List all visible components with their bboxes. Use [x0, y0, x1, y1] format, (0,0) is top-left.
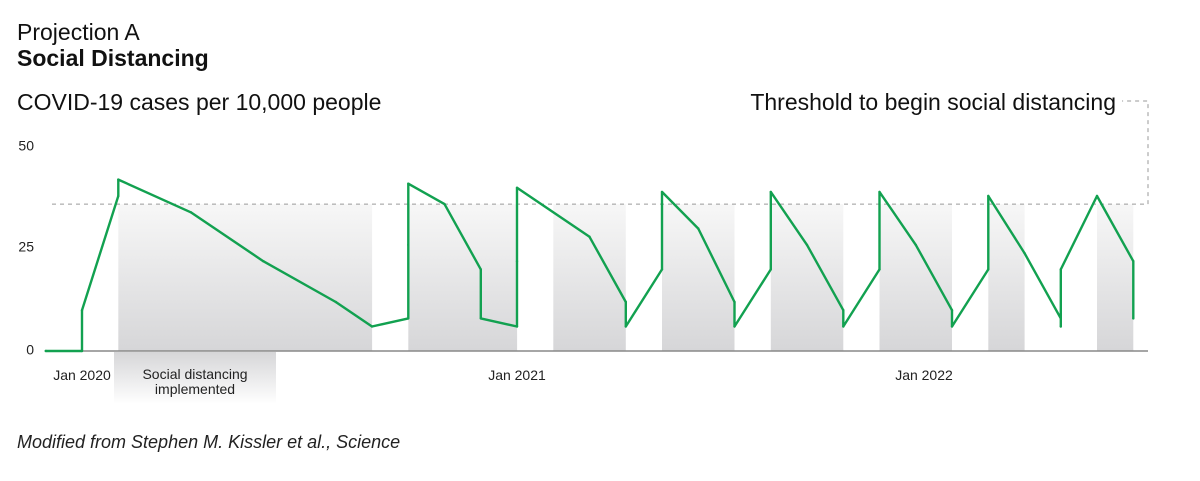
data-point-3	[80, 309, 84, 312]
source-credit: Modified from Stephen M. Kissler et al.,…	[17, 432, 401, 452]
data-point-44	[1132, 260, 1135, 263]
data-point-21	[624, 325, 627, 328]
data-point-17	[515, 260, 519, 263]
data-point-9	[370, 325, 374, 328]
data-point-23	[660, 190, 664, 194]
band-label-background	[114, 352, 276, 404]
data-point-18	[515, 186, 519, 189]
data-point-40	[1059, 317, 1063, 320]
y-tick-0: 0	[26, 342, 34, 358]
band-annotation-line2: implemented	[155, 381, 235, 397]
data-point-41	[1059, 325, 1063, 328]
data-point-7	[262, 260, 265, 263]
data-point-35	[950, 309, 954, 312]
data-point-20	[624, 300, 627, 304]
data-point-45	[1132, 317, 1135, 320]
data-point-24	[697, 227, 700, 230]
distancing-band-3	[553, 204, 626, 351]
data-point-30	[842, 309, 845, 312]
distancing-bands	[118, 204, 1134, 351]
data-point-29	[805, 243, 809, 247]
data-point-28	[769, 190, 772, 194]
data-point-6	[189, 211, 192, 214]
data-point-39	[1023, 251, 1026, 255]
data-point-13	[443, 202, 446, 206]
chart-title: Social Distancing	[17, 45, 209, 71]
data-point-5	[117, 178, 120, 181]
data-point-8	[334, 300, 337, 304]
x-tick-jan-2021: Jan 2021	[488, 367, 546, 383]
y-tick-50: 50	[18, 138, 34, 154]
data-point-22	[660, 268, 664, 271]
y-axis-label: COVID-19 cases per 10,000 people	[17, 89, 382, 115]
data-point-36	[950, 325, 954, 328]
distancing-band-7	[988, 204, 1025, 351]
data-point-19	[588, 235, 591, 238]
distancing-band-2	[408, 204, 518, 351]
data-point-14	[479, 268, 482, 271]
data-point-26	[733, 325, 736, 328]
threshold-line	[52, 100, 1149, 205]
data-point-31	[842, 325, 845, 328]
chart-kicker: Projection A	[17, 19, 140, 45]
data-point-42	[1059, 268, 1063, 271]
x-tick-jan-2022: Jan 2022	[895, 367, 953, 383]
data-point-38	[987, 194, 990, 198]
data-point-10	[407, 317, 410, 320]
distancing-band-1	[118, 204, 373, 351]
data-point-27	[769, 268, 772, 271]
distancing-band-5	[770, 204, 844, 351]
data-point-2	[80, 349, 84, 353]
data-point-4	[117, 194, 120, 198]
band-annotation-line1: Social distancing	[142, 366, 247, 382]
data-point-32	[878, 268, 881, 271]
data-point-25	[733, 300, 736, 304]
threshold-label: Threshold to begin social distancing	[750, 89, 1116, 115]
data-point-12	[407, 182, 410, 185]
x-tick-jan-2020: Jan 2020	[53, 367, 111, 383]
y-tick-25: 25	[18, 239, 34, 255]
series-points	[44, 178, 1135, 353]
data-point-16	[515, 325, 519, 328]
data-point-11	[407, 243, 410, 247]
distancing-band-6	[879, 204, 952, 351]
data-point-1	[44, 349, 47, 353]
data-point-33	[878, 190, 881, 194]
data-point-15	[479, 317, 482, 320]
data-point-43	[1095, 194, 1099, 198]
data-point-34	[914, 243, 917, 247]
data-point-37	[987, 268, 990, 271]
